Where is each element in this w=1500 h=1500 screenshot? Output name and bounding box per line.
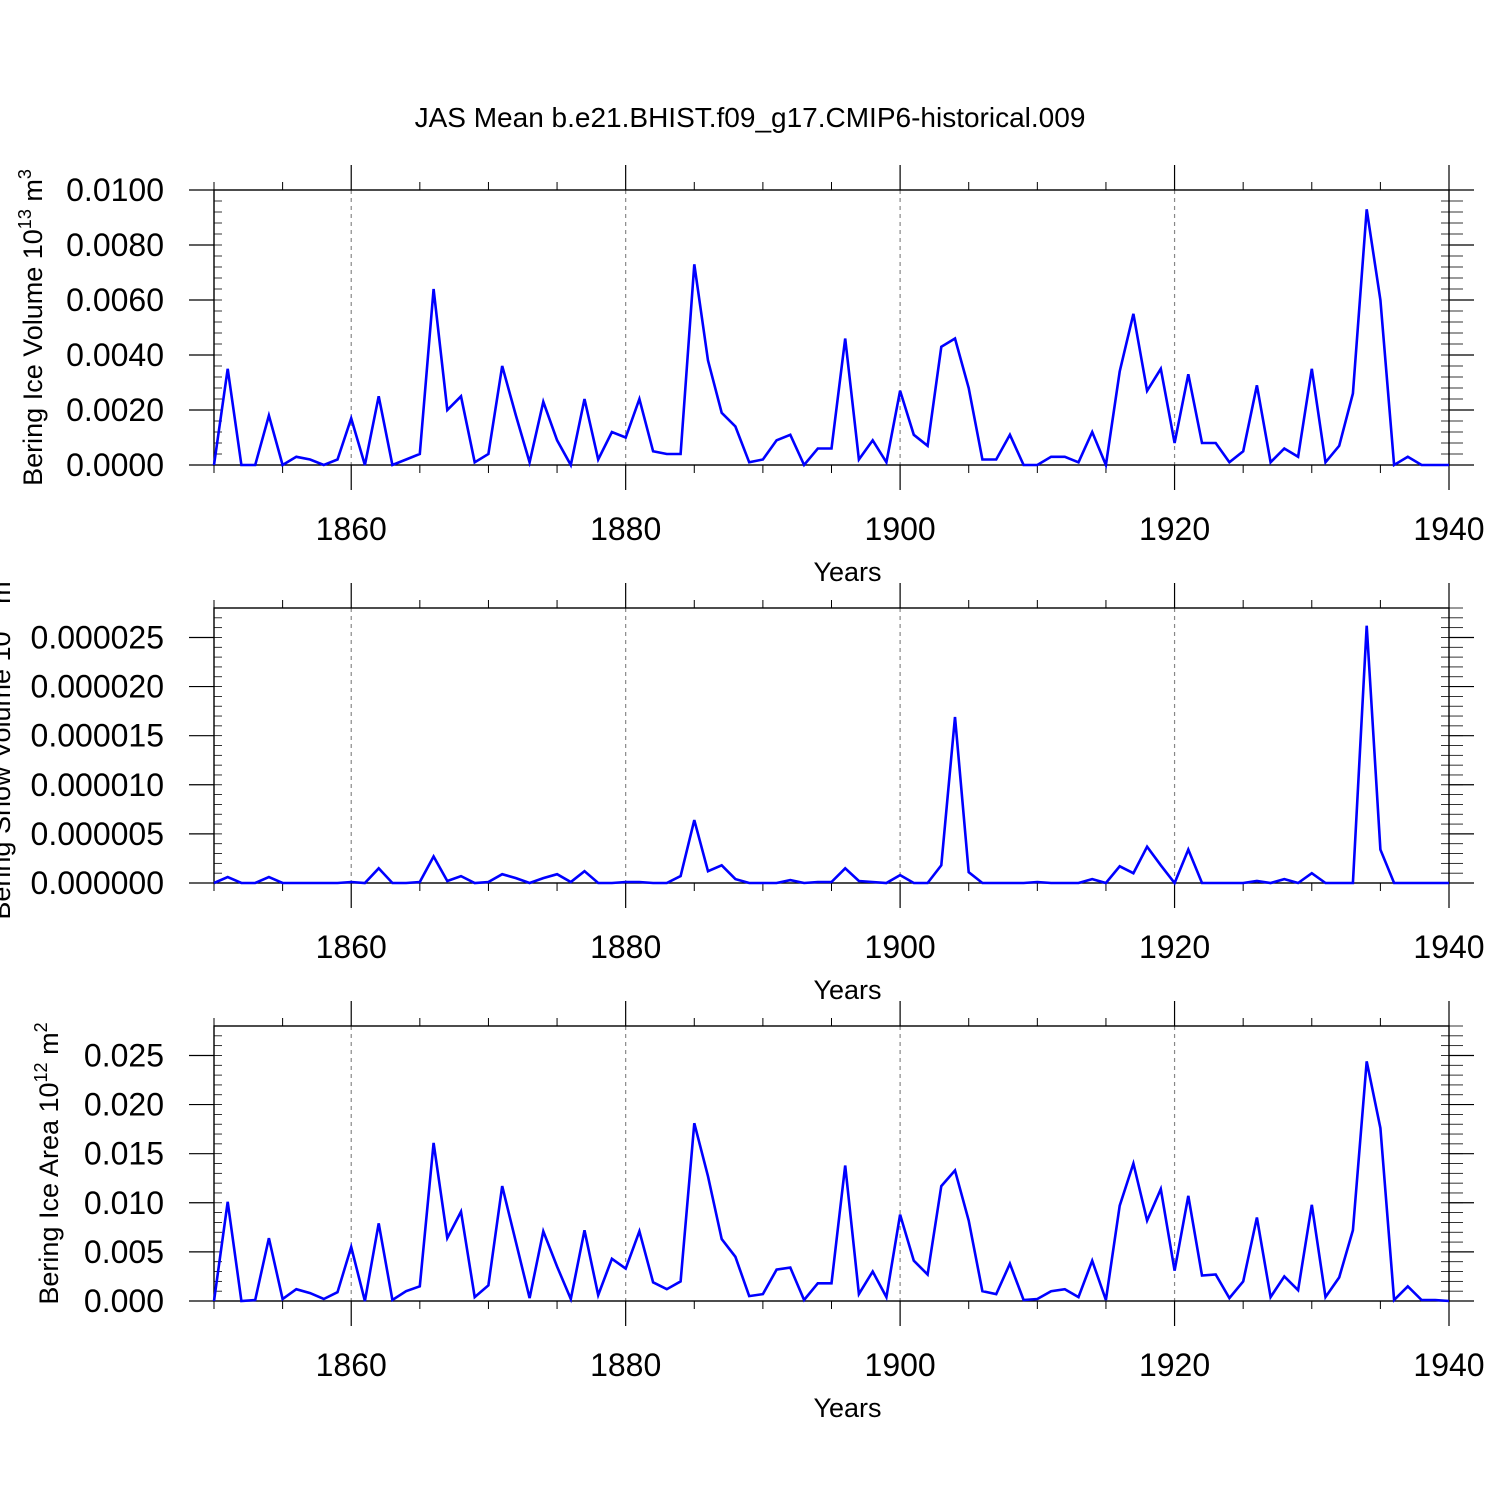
x-tick-label: 1860 [316, 929, 387, 965]
y-tick-label: 0.0080 [66, 227, 164, 263]
y-tick-label: 0.0100 [66, 172, 164, 208]
x-tick-label: 1900 [865, 929, 936, 965]
x-tick-label: 1860 [316, 511, 387, 547]
x-axis-label: Years [813, 975, 881, 1005]
y-axis-label: Bering Snow Volume 1013 m3 [0, 571, 16, 919]
y-tick-label: 0.0020 [66, 392, 164, 428]
y-axis-label: Bering Ice Volume 1013 m3 [15, 169, 48, 486]
plot-frame [213, 189, 1450, 466]
y-tick-label: 0.0040 [66, 337, 164, 373]
panel-snow-volume: 1860 1880 1900 1920 1940 0.000000 0.000005 0.00… [0, 571, 1485, 1005]
x-tick-label: 1940 [1413, 511, 1484, 547]
x-axis-label: Years [813, 557, 881, 587]
x-tick-label: 1880 [590, 929, 661, 965]
y-tick-label: 0.000020 [31, 669, 164, 705]
x-tick-label: 1900 [865, 511, 936, 547]
y-tick-label: 0.015 [84, 1136, 164, 1172]
x-axis-label: Years [813, 1393, 881, 1423]
x-tick-label: 1880 [590, 511, 661, 547]
y-tick-label: 0.000 [84, 1283, 164, 1319]
figure-title: JAS Mean b.e21.BHIST.f09_g17.CMIP6-histo… [415, 102, 1086, 133]
y-tick-label: 0.0000 [66, 447, 164, 483]
panel-ice-volume: 1860 1880 1900 1920 1940 0.0000 0.0020 0.0040 0.… [15, 165, 1485, 587]
y-tick-label: 0.005 [84, 1234, 164, 1270]
y-tick-label: 0.010 [84, 1185, 164, 1221]
y-tick-label: 0.000015 [31, 718, 164, 754]
panel-ice-area: 1860 1880 1900 1920 1940 0.000 0.005 0.010 0.015… [31, 1001, 1485, 1423]
x-tick-label: 1880 [590, 1347, 661, 1383]
series-line [212, 1061, 1450, 1304]
y-tick-label: 0.020 [84, 1087, 164, 1123]
y-tick-label: 0.000025 [31, 619, 164, 655]
series-line [212, 209, 1449, 470]
x-tick-label: 1900 [865, 1347, 936, 1383]
y-tick-label: 0.000000 [31, 865, 164, 901]
x-tick-label: 1920 [1139, 511, 1210, 547]
plot-frame [213, 1025, 1450, 1302]
x-tick-label: 1940 [1413, 1347, 1484, 1383]
y-tick-label: 0.000005 [31, 816, 164, 852]
y-tick-label: 0.025 [84, 1037, 164, 1073]
y-tick-label: 0.0060 [66, 282, 164, 318]
plot-frame [213, 607, 1450, 884]
x-tick-label: 1920 [1139, 929, 1210, 965]
y-tick-label: 0.000010 [31, 767, 164, 803]
x-tick-label: 1920 [1139, 1347, 1210, 1383]
x-tick-label: 1860 [316, 1347, 387, 1383]
series-line [213, 625, 1449, 886]
y-axis-label: Bering Ice Area 1012 m2 [31, 1022, 64, 1304]
x-tick-label: 1940 [1413, 929, 1484, 965]
